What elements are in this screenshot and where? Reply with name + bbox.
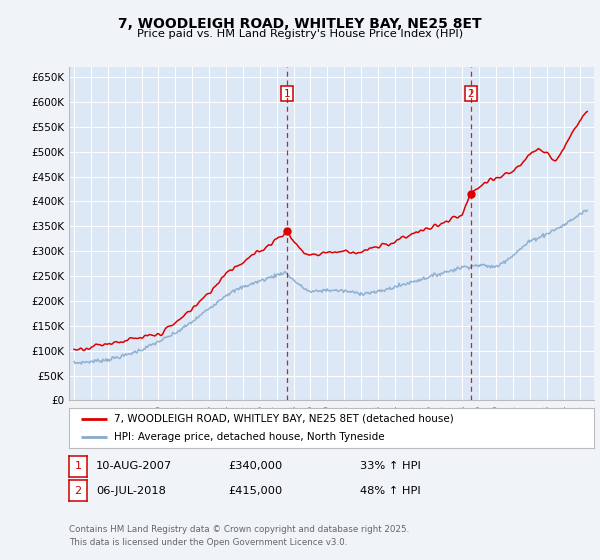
- Text: 48% ↑ HPI: 48% ↑ HPI: [360, 486, 421, 496]
- Text: 2: 2: [467, 88, 474, 99]
- Text: 1: 1: [74, 461, 82, 472]
- Text: £415,000: £415,000: [228, 486, 282, 496]
- Text: 7, WOODLEIGH ROAD, WHITLEY BAY, NE25 8ET: 7, WOODLEIGH ROAD, WHITLEY BAY, NE25 8ET: [118, 17, 482, 31]
- Text: 10-AUG-2007: 10-AUG-2007: [96, 461, 172, 472]
- Text: 33% ↑ HPI: 33% ↑ HPI: [360, 461, 421, 472]
- Text: Contains HM Land Registry data © Crown copyright and database right 2025.
This d: Contains HM Land Registry data © Crown c…: [69, 525, 409, 547]
- Text: HPI: Average price, detached house, North Tyneside: HPI: Average price, detached house, Nort…: [113, 432, 384, 442]
- Text: Price paid vs. HM Land Registry's House Price Index (HPI): Price paid vs. HM Land Registry's House …: [137, 29, 463, 39]
- Text: 2: 2: [74, 486, 82, 496]
- Text: 1: 1: [284, 88, 290, 99]
- Text: 06-JUL-2018: 06-JUL-2018: [96, 486, 166, 496]
- Text: 7, WOODLEIGH ROAD, WHITLEY BAY, NE25 8ET (detached house): 7, WOODLEIGH ROAD, WHITLEY BAY, NE25 8ET…: [113, 414, 454, 423]
- Text: £340,000: £340,000: [228, 461, 282, 472]
